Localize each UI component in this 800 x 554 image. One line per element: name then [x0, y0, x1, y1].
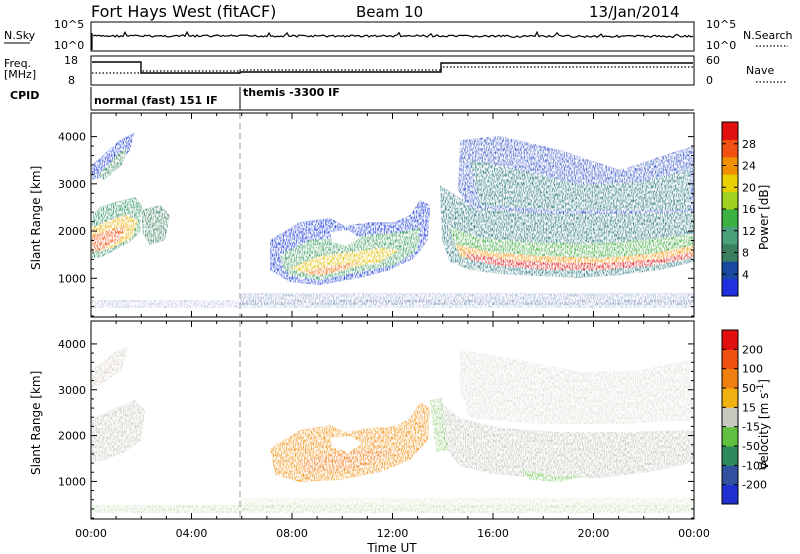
time-tick-label: 00:00: [75, 527, 107, 540]
power-panel: 1000 2000 3000 4000 Slant Range [km]: [29, 112, 695, 318]
velocity-colorbar-tick-label: -100: [742, 459, 767, 472]
power-colorbar-label: Power [dB]: [757, 185, 771, 250]
power-ytick-label: 1000: [58, 272, 86, 285]
velocity-colorbar-tick-label: -50: [742, 440, 760, 453]
power-colorbar-swatch: [722, 156, 738, 175]
velocity-colorbar-swatch: [722, 484, 738, 505]
freq-tick-bottom: 8: [68, 74, 75, 87]
velocity-colorbar-swatch: [722, 388, 738, 408]
velocity-colorbar-swatch: [722, 407, 738, 428]
power-colorbar-swatch: [722, 243, 738, 262]
time-axis: 00:00 04:00 08:00 12:00 16:00 20:00 00:00: [75, 527, 710, 540]
velocity-colorbar-tick-label: 50: [742, 382, 756, 395]
freq-label: Freq.: [4, 57, 31, 70]
velocity-panel: 1000 2000 3000 4000 Slant Range [km]: [29, 320, 695, 520]
time-tick-label: 16:00: [477, 527, 509, 540]
nsearch-label: N.Search: [743, 29, 793, 42]
freq-tick-top: 18: [64, 54, 78, 67]
cpid-label: CPID: [10, 89, 39, 102]
velocity-colorbar-tick-label: 100: [742, 363, 763, 376]
power-ylabel: Slant Range [km]: [29, 166, 43, 270]
power-colorbar-swatch: [722, 191, 738, 210]
cpid-band: CPID normal (fast) 151 IF themis -3300 I…: [10, 86, 694, 111]
velocity-colorbar-tick-label: 200: [742, 343, 763, 356]
time-tick-label: 20:00: [578, 527, 610, 540]
velocity-colorbar-tick-label: 15: [742, 401, 756, 414]
freq-unit: [MHz]: [4, 68, 36, 81]
nsky-tick-bottom: 10^0: [54, 39, 84, 52]
power-ytick-label: 2000: [58, 225, 86, 238]
time-tick-label: 08:00: [276, 527, 308, 540]
power-colorbar-swatch: [722, 209, 738, 227]
power-colorbar-swatch: [722, 278, 738, 297]
power-data: [92, 132, 694, 308]
date-label: 13/Jan/2014: [589, 3, 680, 21]
power-colorbar-swatch: [722, 226, 738, 245]
time-tick-label: 00:00: [678, 527, 710, 540]
power-colorbar-tick-label: 4: [742, 268, 749, 281]
freq-trace: [92, 61, 693, 74]
nave-label: Nave: [746, 64, 774, 77]
power-colorbar-tick-label: 24: [742, 160, 756, 173]
velocity-colorbar-swatch: [722, 330, 738, 350]
power-colorbar-tick-label: 20: [742, 181, 756, 194]
nsearch-tick-bottom: 10^0: [706, 39, 736, 52]
velocity-colorbar-swatch: [722, 465, 738, 486]
nave-tick-top: 60: [706, 54, 720, 67]
power-colorbar-swatch: [722, 139, 738, 158]
velocity-colorbar-swatch: [722, 349, 738, 370]
cpid-segment-normal: normal (fast) 151 IF: [94, 94, 218, 107]
nave-trace: [92, 66, 693, 74]
velocity-ytick-label: 2000: [58, 430, 86, 443]
velocity-colorbar-swatch: [722, 426, 738, 447]
nsky-panel: N.Sky 10^5 10^0 10^5 10^0 N.Search: [4, 18, 793, 52]
power-colorbar-swatch: [722, 122, 738, 140]
beam-label: Beam 10: [356, 3, 423, 21]
power-colorbar-tick-label: 12: [742, 225, 756, 238]
velocity-colorbar-tick-label: -200: [742, 479, 767, 492]
power-colorbar-swatch: [722, 261, 738, 280]
power-ytick-label: 3000: [58, 178, 86, 191]
velocity-ytick-label: 1000: [58, 475, 86, 488]
time-tick-label: 12:00: [377, 527, 409, 540]
nsky-tick-top: 10^5: [54, 18, 84, 31]
nsky-trace: [92, 30, 694, 39]
time-axis-label: Time UT: [366, 541, 417, 554]
time-tick-label: 04:00: [176, 527, 208, 540]
power-colorbar: 28 24 20 16 12 8 4 Power [dB]: [721, 121, 771, 297]
velocity-colorbar-swatch: [722, 446, 738, 466]
power-colorbar-swatch: [722, 174, 738, 193]
nave-tick-bottom: 0: [706, 74, 713, 87]
velocity-data: [92, 346, 694, 513]
velocity-ytick-label: 3000: [58, 384, 86, 397]
radar-title: Fort Hays West (fitACF): [91, 2, 276, 21]
velocity-colorbar-swatch: [722, 368, 738, 389]
power-ytick-label: 4000: [58, 131, 86, 144]
power-colorbar-tick-label: 8: [742, 247, 749, 260]
velocity-ytick-label: 4000: [58, 338, 86, 351]
freq-panel: Freq. [MHz] 18 8 60 0 Nave: [4, 54, 786, 87]
velocity-colorbar-label: Velocity [m s-1]: [756, 379, 771, 470]
cpid-segment-themis: themis -3300 IF: [243, 86, 340, 99]
nsearch-tick-top: 10^5: [706, 18, 736, 31]
power-colorbar-tick-label: 28: [742, 138, 756, 151]
velocity-colorbar-tick-label: -15: [742, 421, 760, 434]
velocity-colorbar: 200 100 50 15 -15 -50 -100 -200 Velocity [m s-1…: [721, 329, 771, 505]
velocity-ylabel: Slant Range [km]: [29, 371, 43, 475]
power-colorbar-tick-label: 16: [742, 203, 756, 216]
nsky-label: N.Sky: [4, 29, 36, 42]
